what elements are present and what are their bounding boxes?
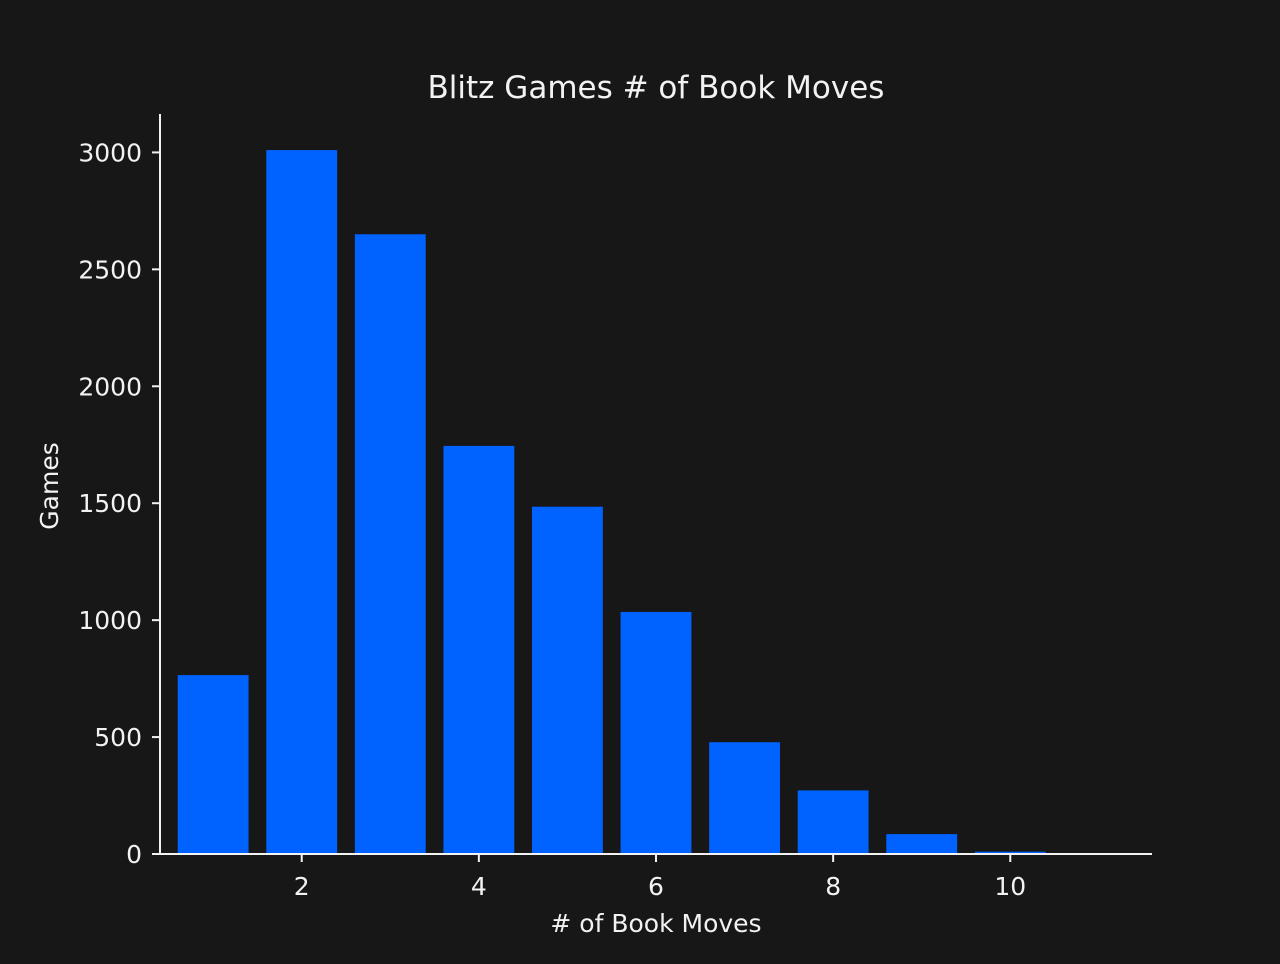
x-tick-label-2: 2 bbox=[294, 872, 310, 901]
bar-10 bbox=[974, 851, 1046, 854]
x-tick-label-8: 8 bbox=[825, 872, 841, 901]
x-tick-label-6: 6 bbox=[648, 872, 664, 901]
chart-title: Blitz Games # of Book Moves bbox=[428, 70, 885, 106]
y-axis-label: Games bbox=[35, 442, 64, 529]
bar-6 bbox=[620, 611, 692, 854]
y-tick-label-3000: 3000 bbox=[78, 138, 142, 167]
bar-4 bbox=[443, 445, 515, 854]
x-tick-label-4: 4 bbox=[471, 872, 487, 901]
y-tick-label-0: 0 bbox=[126, 840, 142, 869]
bars-layer bbox=[177, 150, 1046, 854]
y-tick-label-1500: 1500 bbox=[78, 489, 142, 518]
bar-3 bbox=[354, 234, 426, 854]
bar-9 bbox=[886, 834, 958, 854]
bar-7 bbox=[709, 742, 780, 854]
y-tick-label-500: 500 bbox=[94, 723, 142, 752]
ticks-layer: 2 4 6 8 10 0 500 1000 1500 2000 2500 3000 bbox=[78, 138, 1026, 901]
y-tick-label-1000: 1000 bbox=[78, 606, 142, 635]
y-tick-label-2000: 2000 bbox=[78, 372, 142, 401]
bar-5 bbox=[532, 506, 603, 854]
bar-2 bbox=[266, 150, 338, 854]
bar-1 bbox=[177, 675, 249, 854]
y-tick-label-2500: 2500 bbox=[78, 255, 142, 284]
x-axis-label: # of Book Moves bbox=[550, 909, 761, 938]
x-tick-label-10: 10 bbox=[994, 872, 1026, 901]
bar-8 bbox=[797, 790, 869, 854]
